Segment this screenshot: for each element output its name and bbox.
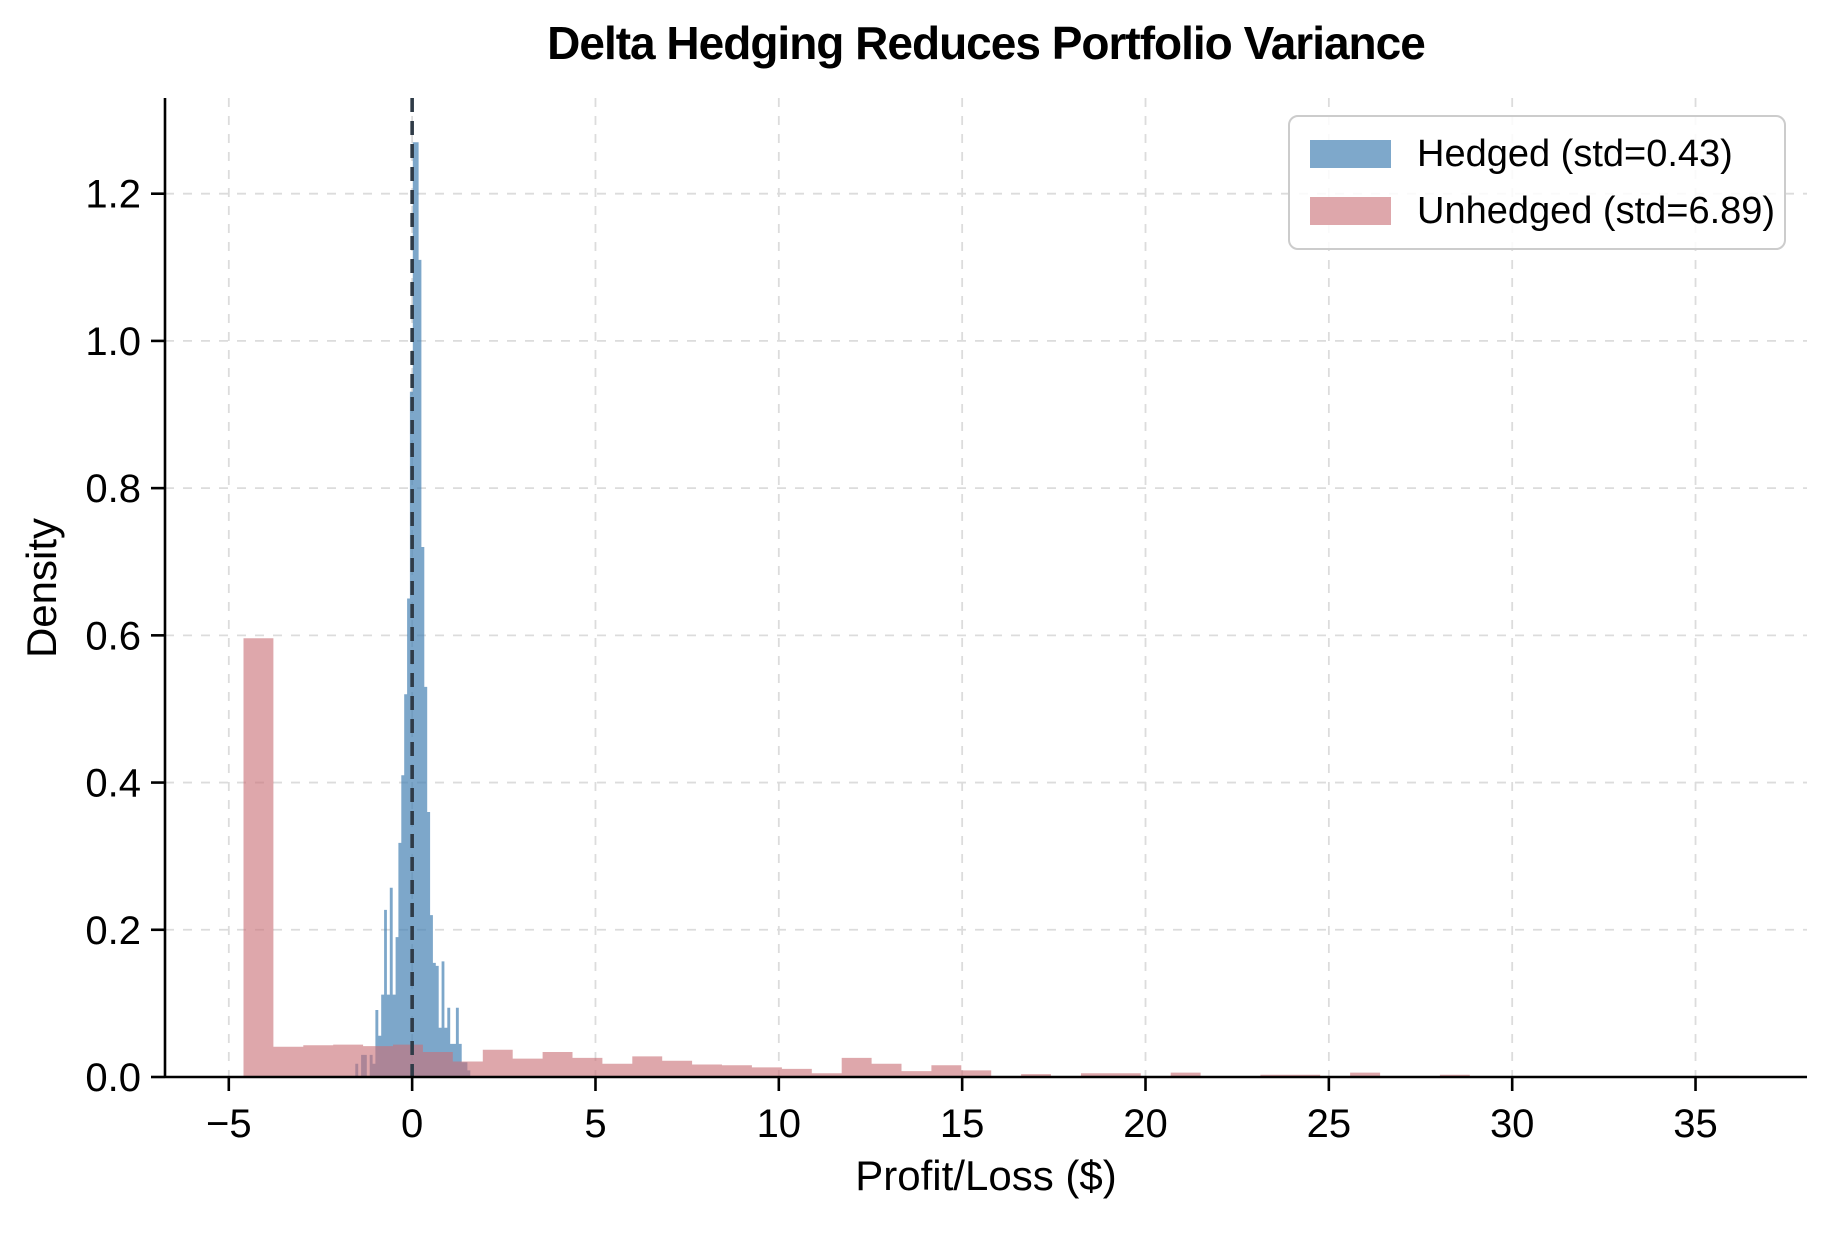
legend-item-unhedged: Unhedged (std=6.89) (1310, 190, 1775, 233)
y-tick-label: 1.2 (85, 173, 141, 217)
x-tick-label: 30 (1490, 1102, 1535, 1146)
legend-label-unhedged: Unhedged (std=6.89) (1417, 189, 1776, 232)
y-tick-label: 0.8 (85, 467, 141, 511)
x-tick-label: 35 (1673, 1102, 1718, 1146)
y-tick-label: 0.0 (85, 1056, 141, 1100)
chart-title: Delta Hedging Reduces Portfolio Variance (547, 17, 1426, 69)
x-axis-label: Profit/Loss ($) (855, 1152, 1117, 1199)
x-tick-label: 10 (757, 1102, 802, 1146)
x-tick-label: −5 (206, 1102, 252, 1146)
y-tick-label: 0.2 (85, 909, 141, 953)
y-tick-label: 0.4 (85, 762, 141, 806)
legend-label-hedged: Hedged (std=0.43) (1417, 132, 1733, 175)
histogram-unhedged (243, 638, 1739, 1077)
unhedged-color-swatch (1310, 197, 1391, 225)
x-tick-label: 25 (1307, 1102, 1352, 1146)
y-tick-label: 0.6 (85, 614, 141, 658)
y-tick-label: 1.0 (85, 320, 141, 364)
legend: Hedged (std=0.43) Unhedged (std=6.89) (1288, 115, 1786, 250)
legend-item-hedged: Hedged (std=0.43) (1310, 133, 1764, 176)
x-tick-label: 0 (401, 1102, 423, 1146)
x-tick-label: 15 (940, 1102, 985, 1146)
x-tick-label: 20 (1123, 1102, 1168, 1146)
x-tick-label: 5 (584, 1102, 606, 1146)
hedged-color-swatch (1310, 140, 1391, 168)
y-axis-label: Density (18, 517, 65, 659)
